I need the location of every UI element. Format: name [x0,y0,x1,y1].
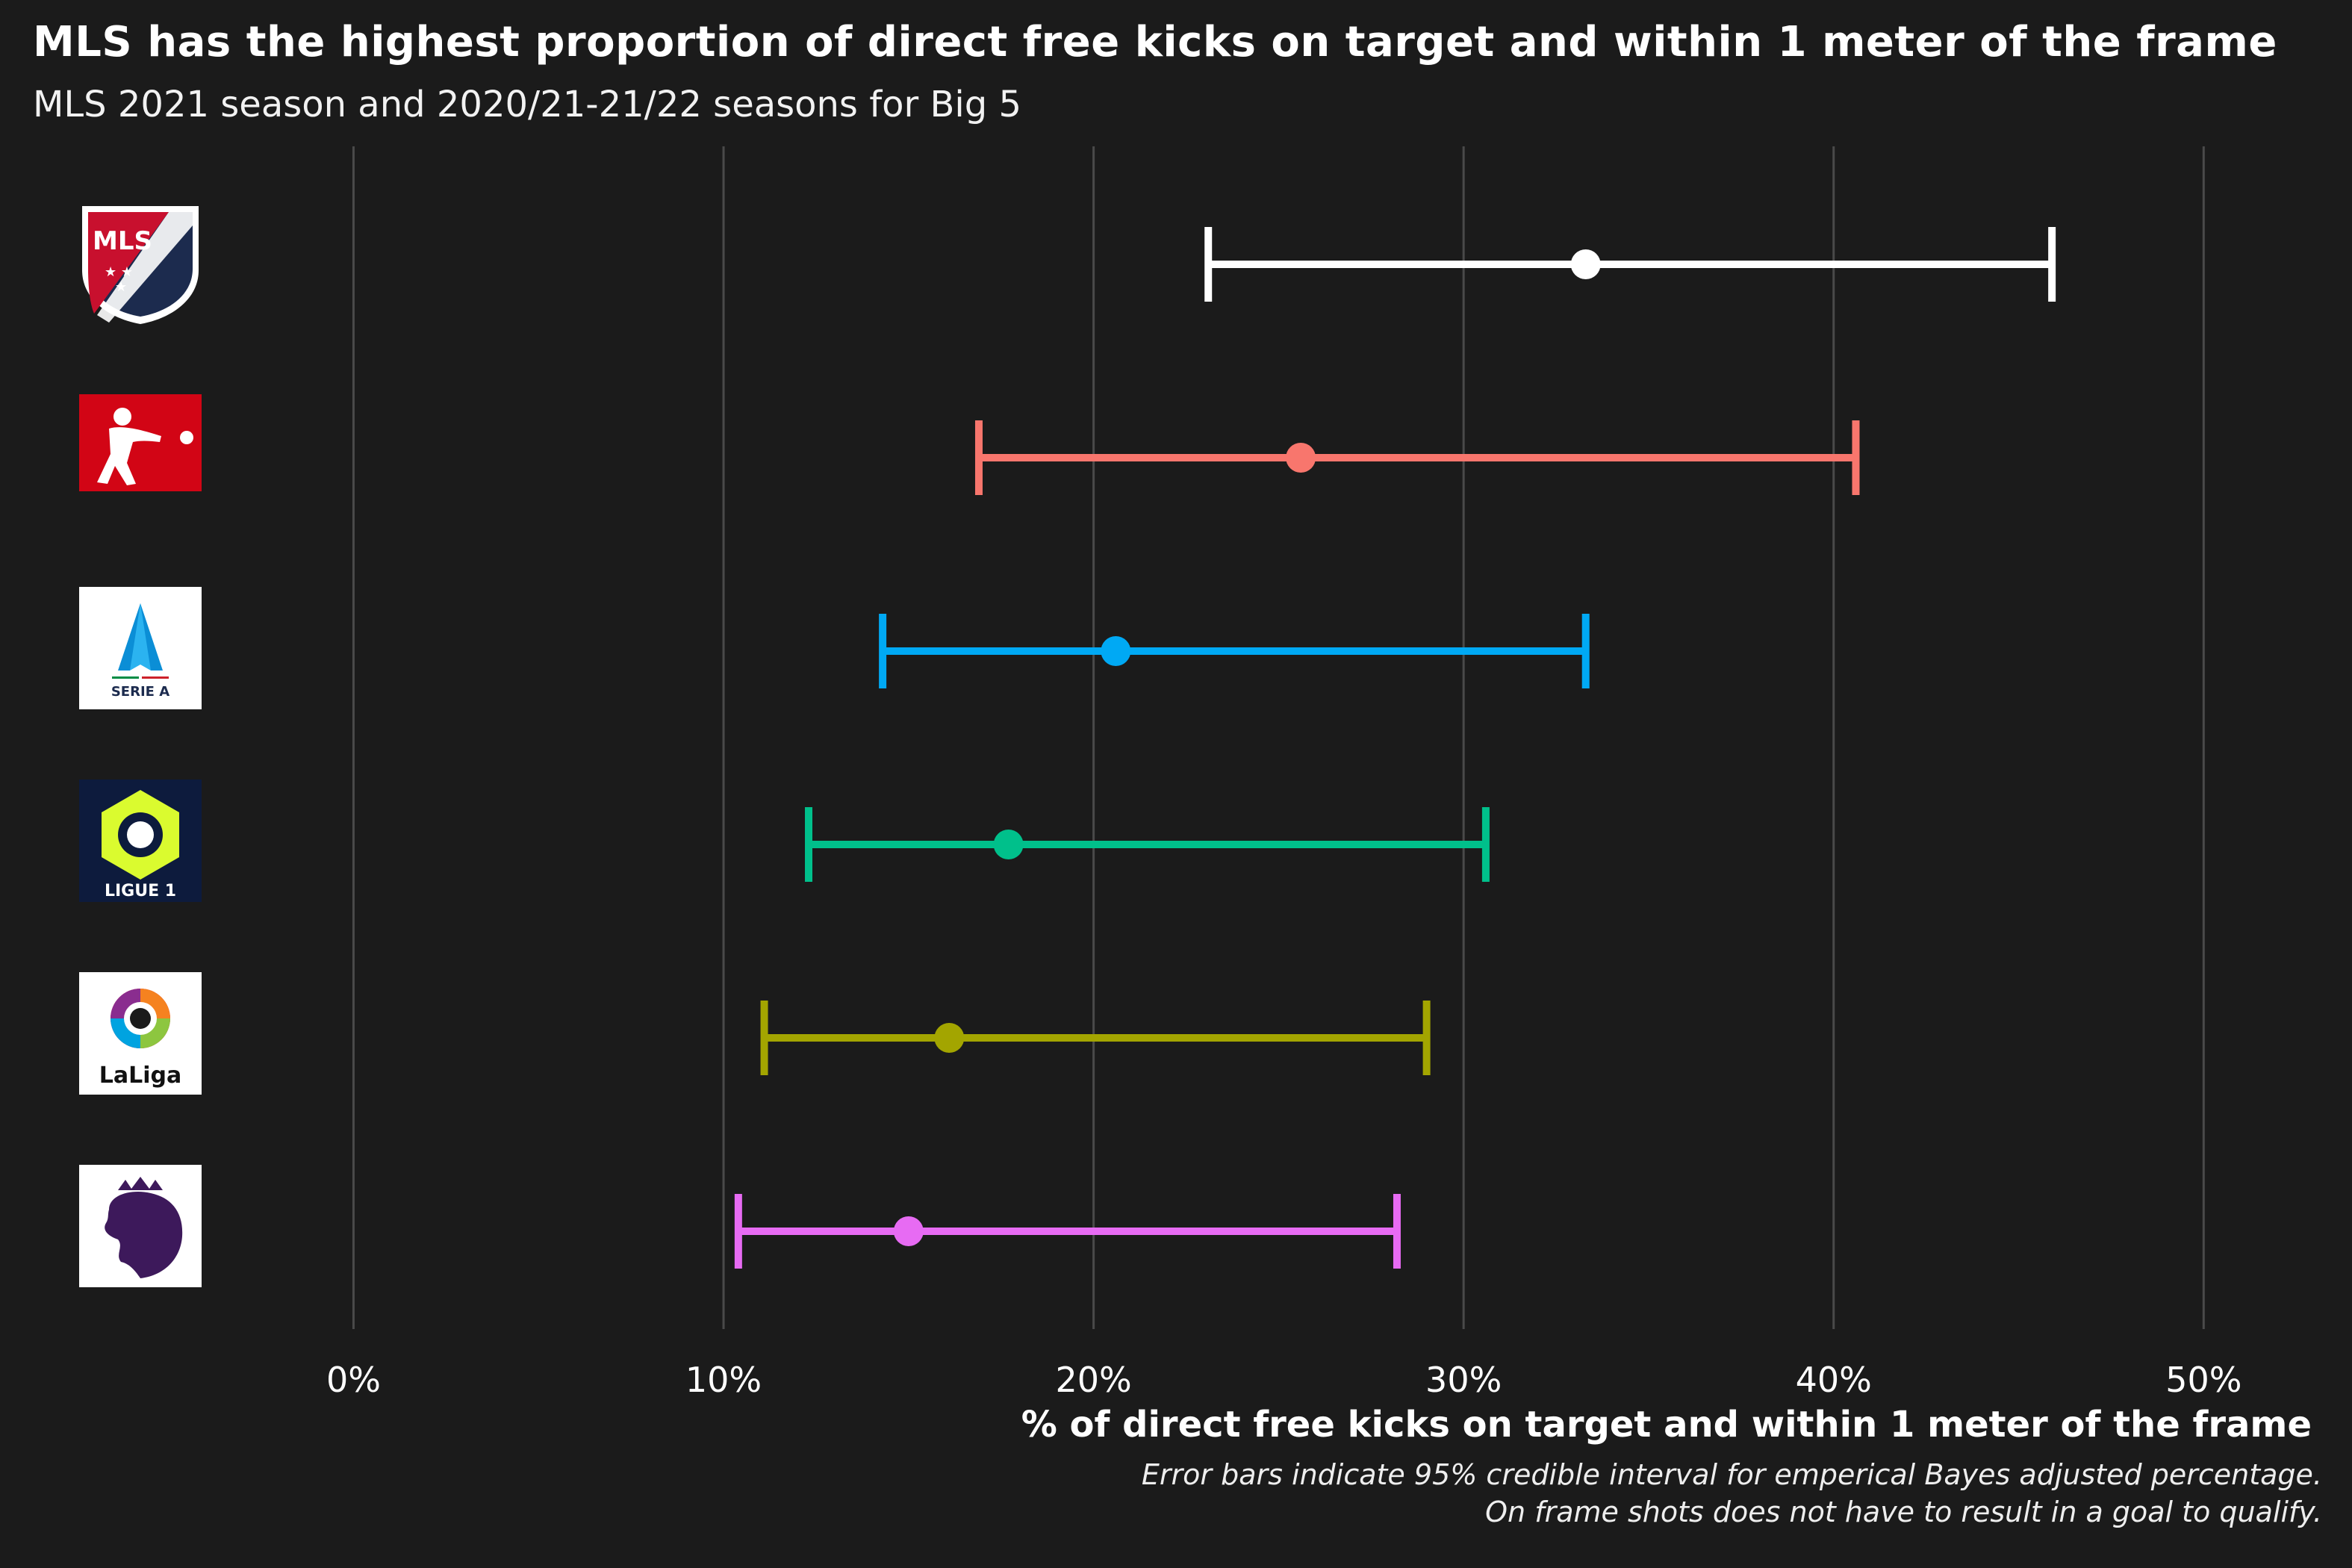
x-tick-label: 50% [2165,1360,2241,1400]
serie-a-logo-text: SERIE A [111,684,169,700]
estimate-point [993,830,1024,859]
caption-line-1: Error bars indicate 95% credible interva… [1141,1458,2322,1491]
premier-league-logo [79,1165,202,1287]
estimate-point [1570,249,1601,279]
caption: Error bars indicate 95% credible interva… [1142,1456,2322,1531]
chart-title: MLS has the highest proportion of direct… [33,18,2277,66]
errorbar-serie-a [879,614,1590,688]
serie-a-logo: SERIE A [79,587,202,709]
x-tick-labels: 0% 10% 20% 30% 40% 50% [326,1360,2241,1400]
estimate-point [1286,443,1316,473]
errorbar-bundesliga [974,420,1860,495]
chart-subtitle: MLS 2021 season and 2020/21-21/22 season… [33,84,1021,125]
svg-text:★ ★: ★ ★ [105,264,133,280]
errorbar-laliga [760,1001,1431,1075]
laliga-logo: LaLiga [79,972,202,1095]
x-tick-label: 0% [326,1360,381,1400]
bundesliga-logo [79,394,202,491]
mls-logo-text: MLS [93,226,152,256]
x-tick-label: 40% [1796,1360,1872,1400]
estimate-point [1101,636,1131,666]
svg-text:★: ★ [115,279,127,295]
error-bars [734,227,2056,1269]
laliga-logo-text: LaLiga [99,1063,181,1089]
estimate-point [934,1023,965,1053]
errorbar-ligue-1 [805,807,1490,882]
gridlines [352,146,2205,1329]
x-tick-label: 10% [685,1360,762,1400]
ligue-1-logo-text: LIGUE 1 [105,882,176,900]
x-tick-label: 30% [1425,1360,1502,1400]
estimate-point [893,1216,924,1246]
x-axis-label: % of direct free kicks on target and wit… [1021,1404,2312,1446]
ligue-1-logo: LIGUE 1 [79,780,202,902]
mls-logo: MLS ★ ★ ★ [79,203,202,326]
errorbar-mls [1204,227,2056,302]
errorbar-premier-league [734,1194,1401,1269]
x-tick-label: 20% [1055,1360,1131,1400]
caption-line-2: On frame shots does not have to result i… [1485,1496,2322,1528]
